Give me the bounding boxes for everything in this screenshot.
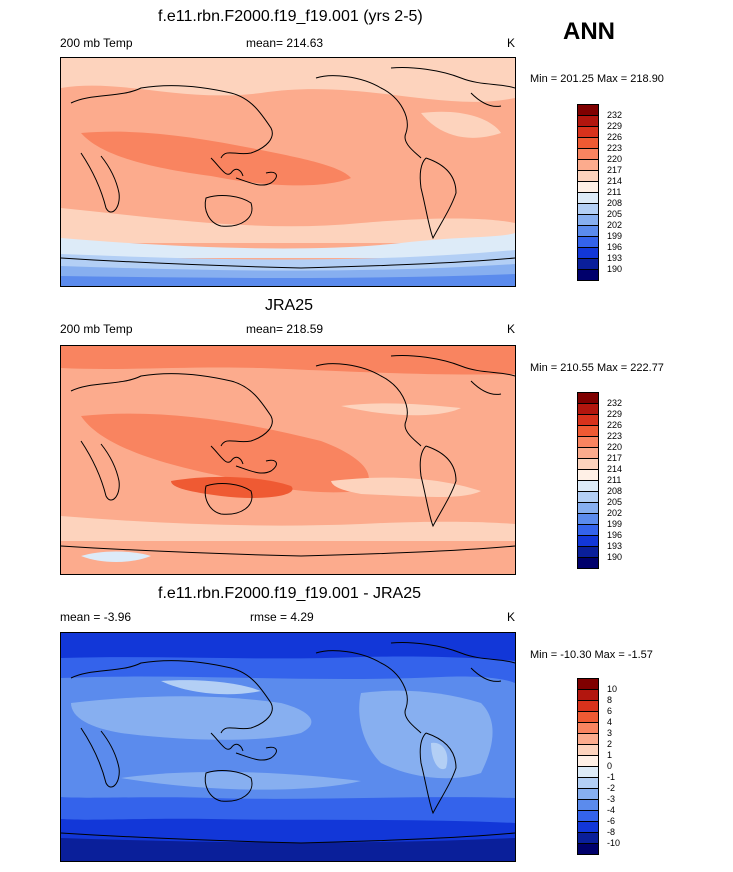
panel3-colorbar-tick: 10 xyxy=(607,684,618,694)
panel3-rmse-label: rmse = 4.29 xyxy=(250,610,314,624)
panel3-unit-label: K xyxy=(507,610,516,624)
panel3-colorbar-tick: 2 xyxy=(607,739,613,749)
panel2-colorbar-tick: 196 xyxy=(607,530,623,540)
panel1-minmax-label: Min = 201.25 Max = 218.90 xyxy=(530,73,664,85)
panel1-colorbar-tick: 229 xyxy=(607,121,623,131)
panel3-minmax-label: Min = -10.30 Max = -1.57 xyxy=(530,649,653,661)
panel3-colorbar-tick: -10 xyxy=(607,838,621,848)
panel2-colorbar-tick: 220 xyxy=(607,442,623,452)
panel1-colorbar-tick: 226 xyxy=(607,132,623,142)
panel2-contour-field xyxy=(61,346,515,574)
panel1-colorbar-cell xyxy=(577,269,599,281)
panel2-minmax-label: Min = 210.55 Max = 222.77 xyxy=(530,362,664,374)
panel1-colorbar-tick: 214 xyxy=(607,176,623,186)
panel1-colorbar-tick: 211 xyxy=(607,187,622,197)
panel1-colorbar: 232 229 226 223 220 217 214 211 208 205 … xyxy=(577,104,622,284)
panel1-contour-field xyxy=(61,58,515,286)
panel2-unit-label: K xyxy=(507,322,516,336)
panel3-colorbar-tick: -4 xyxy=(607,805,616,815)
panel2-colorbar: 232 229 226 223 220 217 214 211 208 205 … xyxy=(577,392,622,572)
panel2-title: JRA25 xyxy=(265,297,314,314)
panel2-colorbar-tick: 226 xyxy=(607,420,623,430)
panel3-colorbar-tick: 3 xyxy=(607,728,613,738)
panel2-colorbar-tick: 211 xyxy=(607,475,622,485)
panel2-map xyxy=(60,345,516,575)
panel1-colorbar-tick: 196 xyxy=(607,242,623,252)
panel1-colorbar-tick: 202 xyxy=(607,220,623,230)
panel1-unit-label: K xyxy=(507,36,516,50)
panel3-contour-field xyxy=(61,633,515,861)
panel2-colorbar-cell xyxy=(577,557,599,569)
panel1-colorbar-tick: 190 xyxy=(607,264,623,274)
panel1-map xyxy=(60,57,516,287)
panel2-colorbar-tick: 208 xyxy=(607,486,623,496)
panel2-colorbar-tick: 214 xyxy=(607,464,623,474)
panel2-colorbar-tick: 190 xyxy=(607,552,623,562)
panel3-colorbar-tick: 8 xyxy=(607,695,613,705)
panel3-colorbar-tick: 4 xyxy=(607,717,613,727)
panel1-colorbar-tick: 205 xyxy=(607,209,623,219)
panel3-colorbar-tick: -6 xyxy=(607,816,616,826)
panel2-variable-label: 200 mb Temp xyxy=(60,322,133,336)
panel2-colorbar-tick: 217 xyxy=(607,453,623,463)
panel3-colorbar-tick: 0 xyxy=(607,761,613,771)
panel3-colorbar-tick: -1 xyxy=(607,772,616,782)
panel2-colorbar-tick: 223 xyxy=(607,431,623,441)
panel3-colorbar-tick: -3 xyxy=(607,794,616,804)
panel3-mean-label: mean = -3.96 xyxy=(60,610,132,624)
panel1-variable-label: 200 mb Temp xyxy=(60,36,133,50)
panel1-colorbar-tick: 223 xyxy=(607,143,623,153)
panel1-colorbar-tick: 208 xyxy=(607,198,623,208)
panel3-map xyxy=(60,632,516,862)
panel1-colorbar-tick: 232 xyxy=(607,110,623,120)
panel3-colorbar: 10 8 6 4 3 2 1 0 -1 -2 -3 -4 -6 -8 -10 xyxy=(577,678,620,858)
panel3-colorbar-tick: 1 xyxy=(607,750,613,760)
panel1-colorbar-tick: 193 xyxy=(607,253,623,263)
panel2-colorbar-tick: 199 xyxy=(607,519,623,529)
panel2-colorbar-tick: 232 xyxy=(607,398,623,408)
panel1-colorbar-tick: 217 xyxy=(607,165,623,175)
panel3-colorbar-cell xyxy=(577,843,599,855)
season-label: ANN xyxy=(563,18,615,45)
panel3-colorbar-tick: 6 xyxy=(607,706,613,716)
panel2-colorbar-tick: 193 xyxy=(607,541,623,551)
panel2-colorbar-tick: 229 xyxy=(607,409,623,419)
panel1-colorbar-tick: 220 xyxy=(607,154,623,164)
panel2-colorbar-tick: 205 xyxy=(607,497,623,507)
panel2-colorbar-tick: 202 xyxy=(607,508,623,518)
panel3-colorbar-tick: -2 xyxy=(607,783,616,793)
panel1-mean-label: mean= 214.63 xyxy=(246,36,324,50)
panel2-mean-label: mean= 218.59 xyxy=(246,322,324,336)
panel1-title: f.e11.rbn.F2000.f19_f19.001 (yrs 2-5) xyxy=(158,8,423,25)
panel1-colorbar-tick: 199 xyxy=(607,231,623,241)
panel3-title: f.e11.rbn.F2000.f19_f19.001 - JRA25 xyxy=(158,585,421,602)
panel3-colorbar-tick: -8 xyxy=(607,827,616,837)
